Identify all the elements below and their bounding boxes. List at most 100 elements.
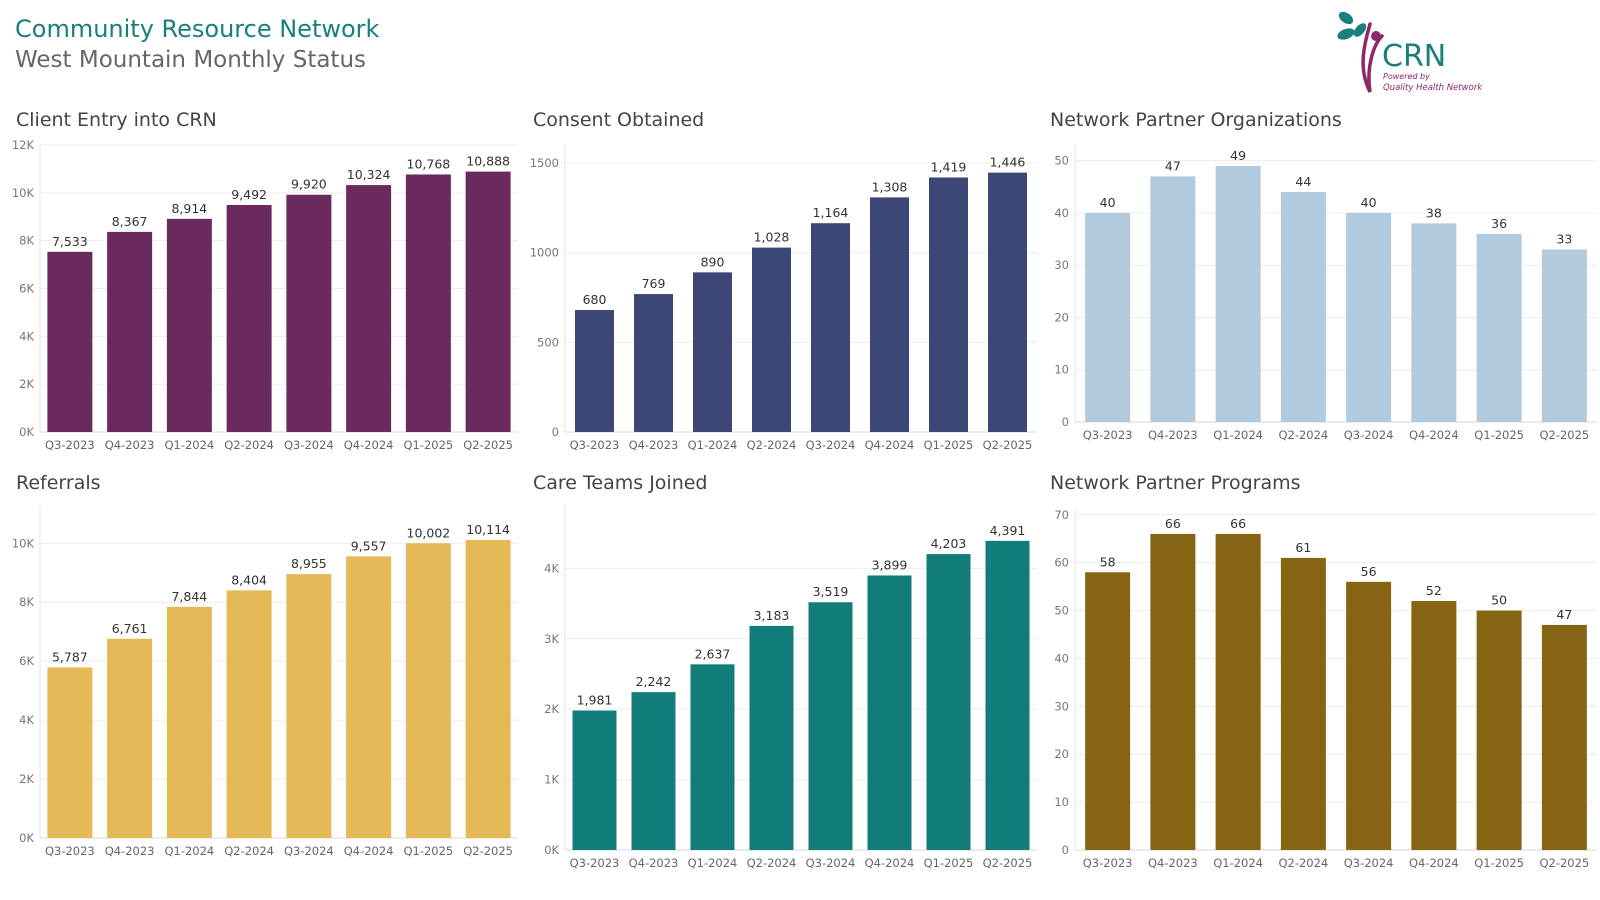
consent-obtained-value-label: 769 [642, 276, 666, 291]
care-teams-y-tick-label: 3K [544, 632, 559, 646]
referrals-value-label: 8,404 [231, 572, 267, 587]
referrals-value-label: 9,557 [351, 538, 387, 553]
partner-programs-bar [1541, 624, 1587, 850]
care-teams-bar [808, 602, 853, 850]
client-entry-bar [286, 194, 332, 432]
referrals-bar [465, 539, 511, 838]
care-teams-x-tick-label: Q1-2025 [924, 856, 974, 870]
consent-obtained-value-label: 680 [583, 292, 607, 307]
consent-obtained-bar [752, 247, 791, 432]
referrals-value-label: 7,844 [171, 589, 207, 604]
consent-obtained-bar [811, 223, 850, 432]
client-entry-y-tick-label: 6K [19, 282, 34, 296]
partner-programs-value-label: 56 [1361, 564, 1377, 579]
consent-obtained-y-tick-label: 500 [537, 335, 559, 349]
care-teams-x-tick-label: Q4-2024 [865, 856, 915, 870]
partner-orgs-x-tick-label: Q1-2025 [1474, 428, 1524, 442]
partner-programs-x-tick-label: Q4-2023 [1148, 856, 1198, 870]
consent-obtained-bar [988, 172, 1027, 432]
consent-obtained-x-tick-label: Q1-2024 [688, 438, 738, 452]
partner-programs-y-tick-label: 40 [1054, 651, 1069, 665]
referrals-x-tick-label: Q4-2024 [344, 844, 394, 858]
partner-programs-x-tick-label: Q1-2024 [1213, 856, 1263, 870]
referrals-bar [286, 574, 332, 838]
client-entry-x-tick-label: Q4-2023 [105, 438, 155, 452]
partner-programs-chart: 0 10 20 30 40 50 60 70 58 Q3-2023 66 Q4-2023 66 Q1-20… [1054, 508, 1597, 870]
care-teams-bar [572, 710, 617, 850]
consent-obtained-value-label: 1,446 [990, 155, 1026, 170]
consent-obtained-bar [693, 272, 732, 432]
partner-orgs-y-tick-label: 0 [1062, 415, 1069, 429]
referrals-value-label: 6,761 [112, 621, 148, 636]
referrals-bar [166, 606, 212, 838]
client-entry-y-tick-label: 2K [19, 377, 34, 391]
care-teams-x-tick-label: Q2-2024 [747, 856, 797, 870]
client-entry-value-label: 9,920 [291, 177, 327, 192]
consent-obtained-y-tick-label: 0 [552, 425, 559, 439]
partner-orgs-x-tick-label: Q1-2024 [1213, 428, 1263, 442]
consent-obtained-x-tick-label: Q2-2025 [983, 438, 1033, 452]
partner-orgs-y-tick-label: 50 [1054, 154, 1069, 168]
partner-programs-value-label: 50 [1491, 593, 1507, 608]
partner-orgs-chart: 0 10 20 30 40 50 40 Q3-2023 47 Q4-2023 49 Q1-2024 44… [1054, 145, 1597, 442]
partner-orgs-x-tick-label: Q2-2024 [1278, 428, 1328, 442]
client-entry-x-tick-label: Q1-2024 [164, 438, 214, 452]
client-entry-bar [166, 218, 212, 432]
consent-obtained-bar [870, 197, 909, 432]
partner-orgs-value-label: 38 [1426, 205, 1442, 220]
consent-obtained-y-tick-label: 1500 [530, 156, 559, 170]
referrals-title: Referrals [16, 472, 101, 494]
consent-obtained-bar [575, 310, 614, 432]
partner-orgs-value-label: 36 [1491, 216, 1507, 231]
care-teams-bar [631, 692, 676, 850]
client-entry-value-label: 8,367 [112, 214, 148, 229]
partner-programs-y-tick-label: 20 [1054, 747, 1069, 761]
partner-orgs-title: Network Partner Organizations [1050, 109, 1342, 131]
partner-orgs-x-tick-label: Q2-2025 [1539, 428, 1589, 442]
partner-programs-y-tick-label: 50 [1054, 604, 1069, 618]
client-entry-x-tick-label: Q3-2024 [284, 438, 334, 452]
care-teams-x-tick-label: Q2-2025 [983, 856, 1033, 870]
partner-orgs-bar [1541, 249, 1587, 422]
client-entry-x-tick-label: Q2-2024 [224, 438, 274, 452]
consent-obtained-x-tick-label: Q2-2024 [747, 438, 797, 452]
referrals-x-tick-label: Q3-2024 [284, 844, 334, 858]
care-teams-value-label: 2,637 [695, 646, 731, 661]
partner-programs-value-label: 66 [1230, 516, 1246, 531]
crn-logo: CRN Powered by Quality Health Network [1337, 11, 1483, 93]
consent-obtained-value-label: 890 [701, 254, 725, 269]
referrals-x-tick-label: Q4-2023 [105, 844, 155, 858]
partner-programs-bar [1280, 557, 1326, 850]
page-title: Community Resource Network [15, 15, 380, 43]
logo-leaf-mid [1353, 23, 1367, 37]
care-teams-bar [985, 540, 1030, 850]
referrals-y-tick-label: 6K [19, 654, 34, 668]
partner-programs-x-tick-label: Q2-2025 [1539, 856, 1589, 870]
client-entry-value-label: 10,324 [347, 167, 391, 182]
client-entry-x-tick-label: Q4-2024 [344, 438, 394, 452]
partner-orgs-value-label: 33 [1556, 232, 1572, 247]
care-teams-value-label: 1,981 [577, 693, 613, 708]
partner-programs-bar [1411, 600, 1457, 850]
partner-programs-y-tick-label: 10 [1054, 795, 1069, 809]
consent-obtained-x-tick-label: Q3-2024 [806, 438, 856, 452]
client-entry-value-label: 10,768 [407, 156, 451, 171]
partner-orgs-bar [1150, 176, 1196, 422]
care-teams-x-tick-label: Q1-2024 [688, 856, 738, 870]
care-teams-x-tick-label: Q3-2024 [806, 856, 856, 870]
care-teams-value-label: 4,203 [931, 536, 967, 551]
consent-obtained-y-tick-label: 1000 [530, 246, 559, 260]
client-entry-value-label: 7,533 [52, 234, 88, 249]
referrals-value-label: 10,114 [466, 522, 510, 537]
referrals-bar [405, 543, 451, 838]
partner-orgs-x-tick-label: Q3-2024 [1344, 428, 1394, 442]
consent-obtained-title: Consent Obtained [533, 109, 705, 131]
referrals-bar [346, 556, 392, 838]
referrals-x-tick-label: Q1-2025 [403, 844, 453, 858]
client-entry-bar [405, 174, 451, 432]
client-entry-bar [47, 251, 93, 432]
client-entry-value-label: 8,914 [171, 201, 207, 216]
partner-orgs-bar [1411, 223, 1457, 422]
care-teams-title: Care Teams Joined [533, 472, 708, 494]
partner-programs-y-tick-label: 70 [1054, 508, 1069, 522]
